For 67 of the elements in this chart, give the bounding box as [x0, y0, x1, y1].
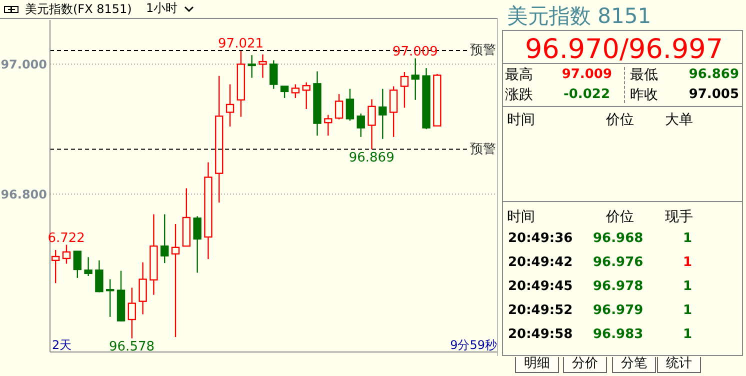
candlestick [128, 287, 136, 339]
text: 美元指数 8151 [507, 4, 652, 28]
text: 1 [682, 231, 692, 247]
candlestick [150, 214, 158, 296]
candlestick [215, 75, 224, 204]
text: 时间 [507, 112, 535, 128]
ref-line-label: 预警 [470, 43, 496, 58]
text: 20:49:42 [508, 255, 573, 271]
text: 1 [682, 255, 692, 271]
text: 20:49:58 [508, 327, 573, 343]
text: 96.983 [593, 327, 644, 343]
annotation: 6.722 [48, 230, 85, 246]
text: 最高 [505, 67, 533, 84]
candlestick [204, 162, 212, 260]
candlestick [236, 50, 246, 118]
annotation: 97.021 [218, 36, 264, 52]
text: 1 [682, 303, 692, 319]
text: 分笔 [612, 356, 656, 373]
candlestick [411, 58, 420, 101]
text: -0.022 [563, 87, 610, 103]
text: 20:49:36 [508, 231, 573, 247]
text: 现手 [665, 209, 693, 226]
candlestick [302, 82, 310, 110]
text: 96.979 [593, 303, 644, 319]
text: 20:49:52 [508, 303, 573, 319]
text: 96.978 [593, 279, 644, 295]
text: 昨收 [630, 87, 658, 104]
candlestick [226, 84, 234, 128]
ref-line-label: 预警 [470, 142, 496, 157]
text: 价位 [606, 209, 634, 226]
annotation: 97.009 [392, 44, 438, 60]
text: 统计 [657, 356, 701, 373]
candlestick [106, 278, 114, 318]
y-tick-label: 96.800 [0, 187, 47, 202]
text: 97.009 [562, 67, 612, 83]
candlestick [324, 114, 332, 136]
candlestick [368, 98, 376, 150]
text: 涨跌 [505, 87, 533, 104]
candlestick [138, 262, 147, 315]
y-tick-label: 97.000 [0, 57, 47, 72]
text: 96.869 [688, 67, 739, 83]
text: 明细 [515, 356, 559, 373]
text: 大单 [665, 112, 693, 128]
annotation: 96.578 [109, 340, 155, 355]
annotation: 2天 [52, 338, 72, 353]
text: 1 [682, 327, 692, 343]
text: 时间 [507, 209, 535, 226]
candlestick [313, 70, 322, 136]
annotation: 9分59秒 [450, 338, 497, 353]
text: 96.970/96.997 [524, 34, 724, 66]
candlestick [258, 54, 267, 78]
candlestick [248, 54, 256, 78]
text: 分价 [563, 356, 607, 373]
candlestick [378, 88, 387, 140]
chart-title: 美元指数(FX 8151) [25, 1, 132, 18]
candlestick [193, 216, 202, 274]
text: 1 [682, 279, 692, 295]
text: 96.968 [593, 231, 644, 247]
text: 96.976 [593, 255, 644, 271]
text: 最低 [630, 67, 658, 84]
text: 97.005 [688, 87, 739, 103]
annotation: 96.869 [348, 150, 394, 166]
text: 价位 [606, 112, 634, 128]
candlestick [171, 223, 180, 338]
text: 20:49:45 [508, 279, 573, 295]
candlestick [84, 256, 92, 277]
text: 1小时 [146, 1, 178, 16]
